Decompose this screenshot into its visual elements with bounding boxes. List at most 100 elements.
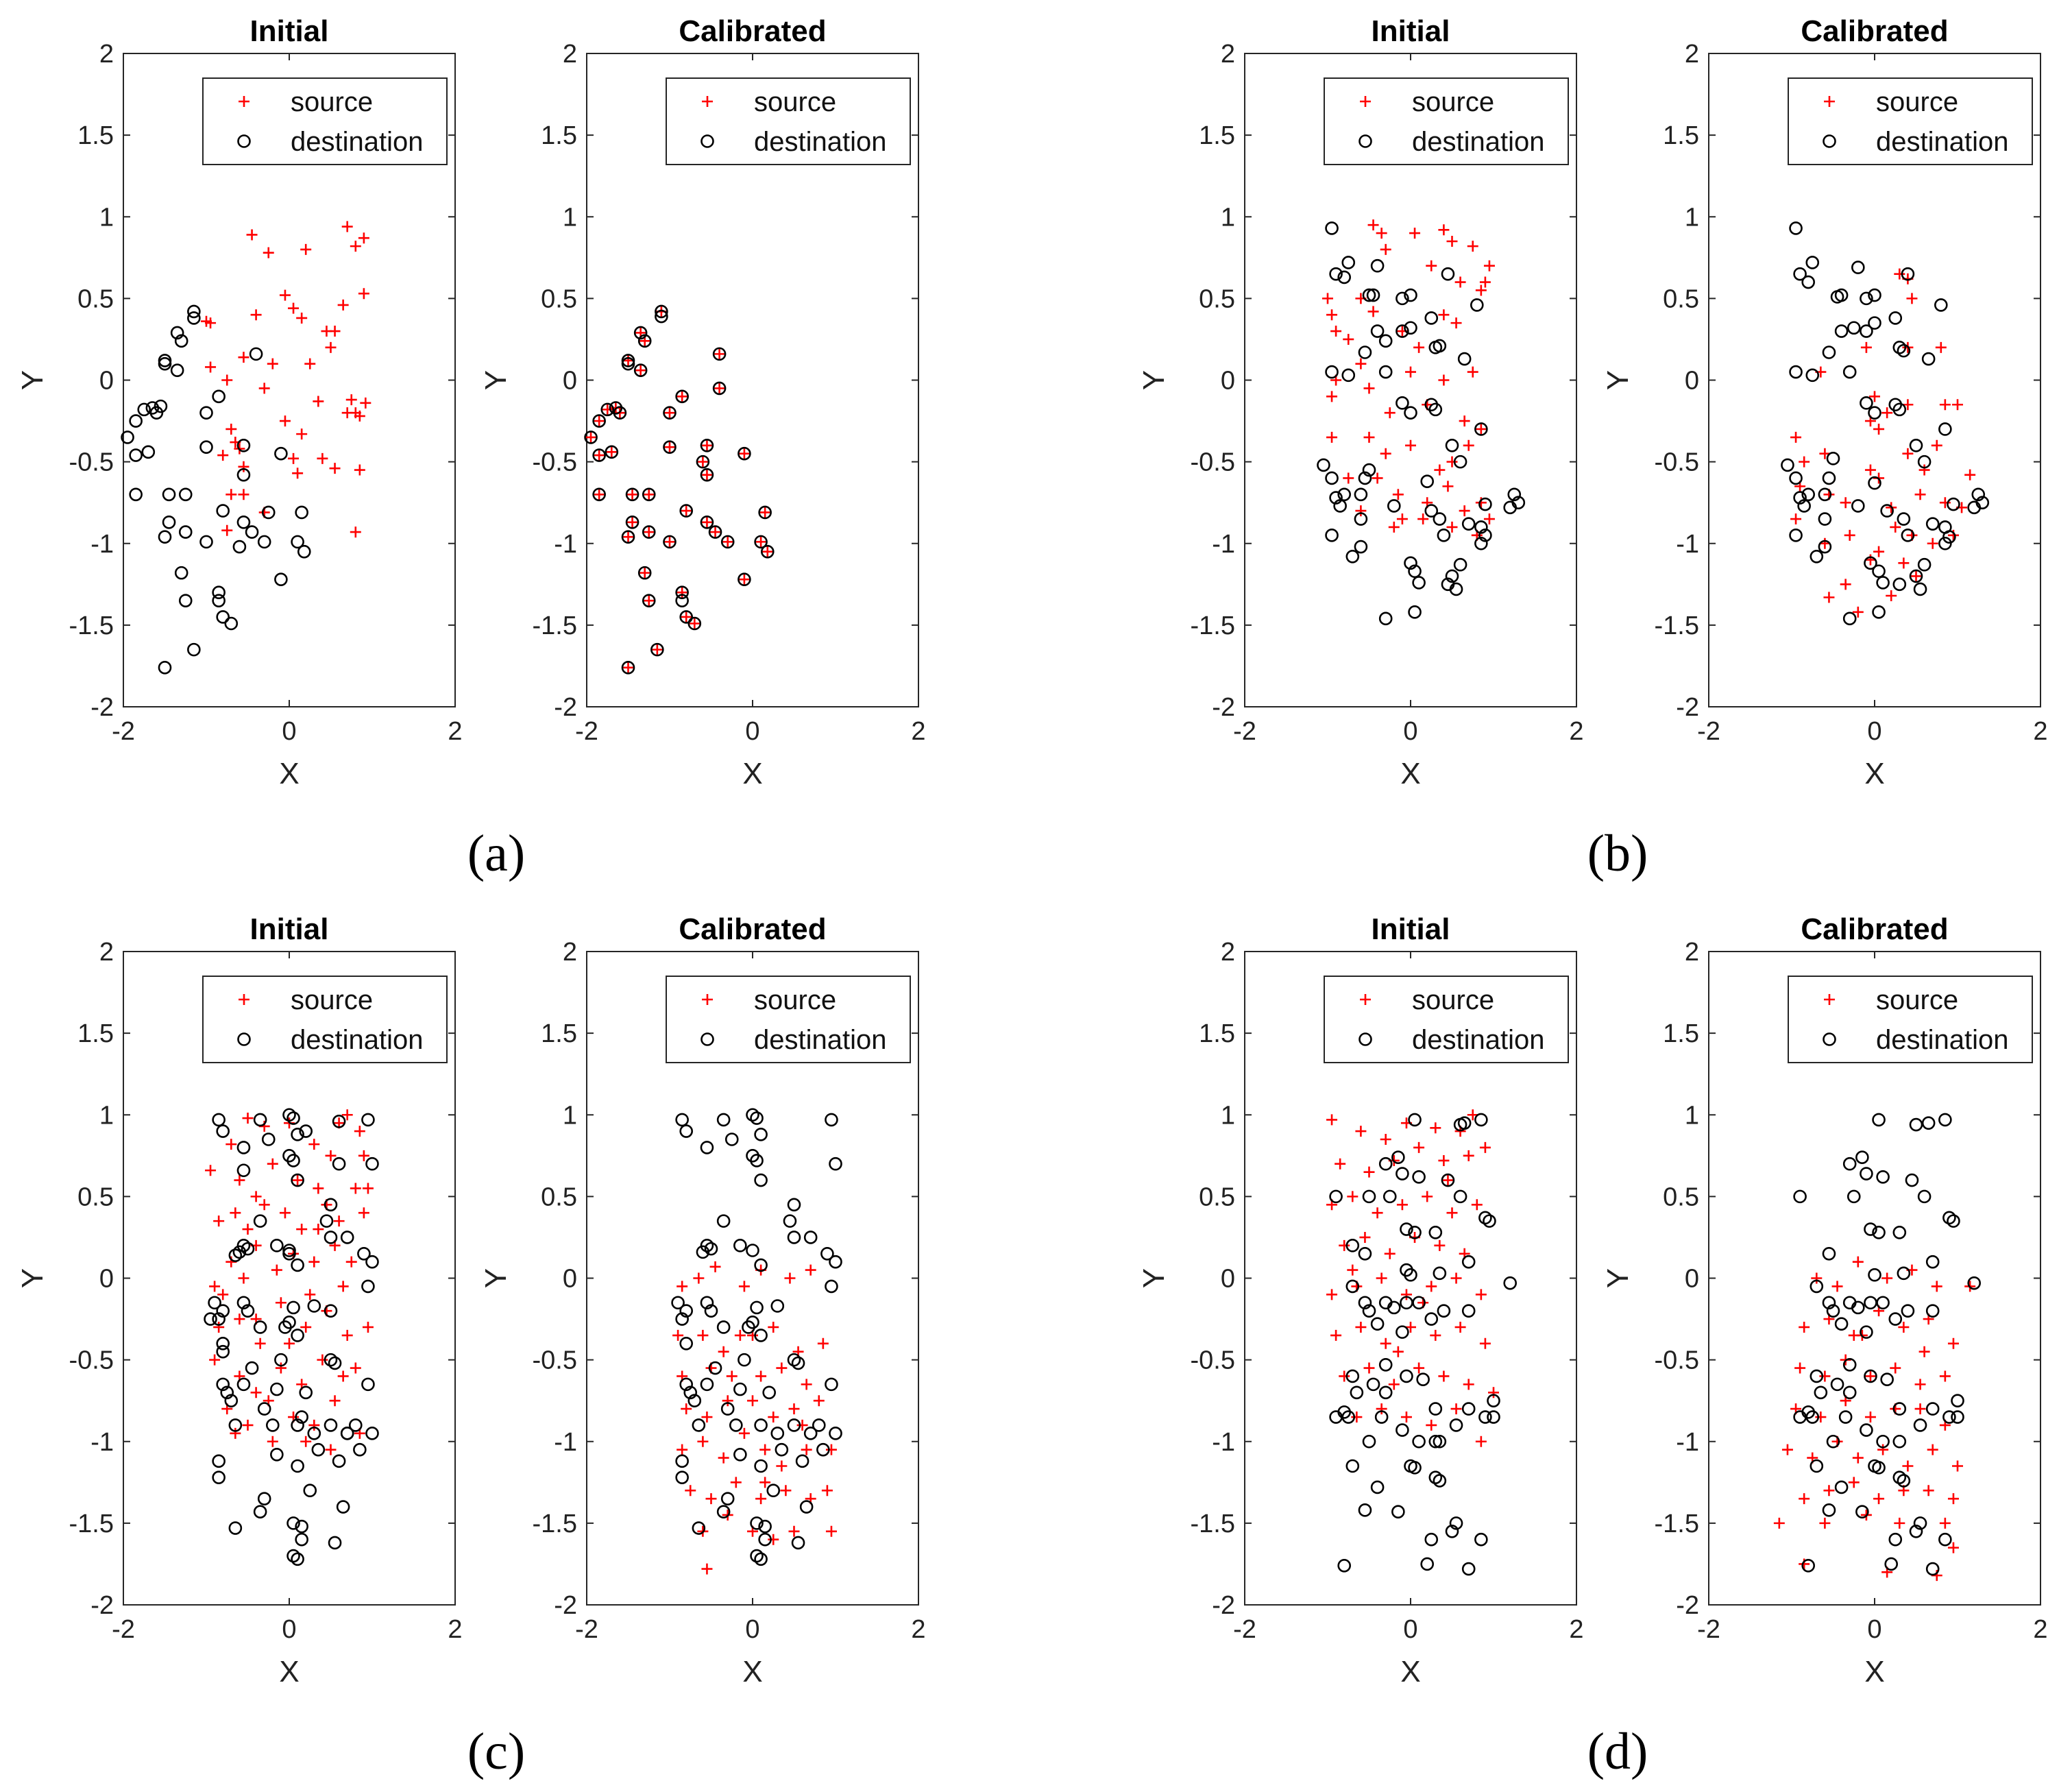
destination-point [733,1382,747,1396]
source-point [1860,341,1872,353]
destination-point [1876,1296,1890,1310]
destination-point [270,1239,284,1252]
source-point [705,1493,717,1505]
source-point [1384,407,1396,419]
source-point [1426,1281,1437,1292]
source-point [1864,554,1876,566]
source-point [275,1297,287,1309]
destination-point [162,487,176,502]
source-point [677,1444,688,1455]
destination-point [733,1448,747,1462]
source-point [275,1362,287,1374]
destination-point [758,505,772,520]
destination-point [655,309,668,324]
destination-point [311,1442,326,1457]
source-point [1488,1387,1499,1399]
source-point [594,450,605,461]
destination-point [1424,1532,1439,1547]
destination-point [1478,497,1492,511]
destination-point [1441,1173,1455,1187]
source-point [1446,1207,1458,1219]
x-axis-label: X [1864,757,1884,790]
destination-point [729,1418,743,1432]
source-point [213,1215,225,1227]
destination-point [1378,365,1393,379]
destination-point [1876,1434,1890,1449]
source-point [821,1485,833,1497]
x-axis-label: X [1400,757,1420,790]
destination-point [1378,334,1393,348]
source-point [1815,1412,1827,1423]
destination-point [750,1300,764,1315]
source-point [788,1525,800,1537]
destination-point [299,1385,313,1400]
source-point [738,1281,750,1292]
destination-point [791,1356,805,1370]
source-point [308,1419,320,1431]
source-point [329,1395,341,1407]
source-point [1450,317,1462,329]
destination-point [1428,1434,1443,1449]
destination-point [663,406,677,420]
destination-point [158,661,172,675]
source-point [1388,521,1400,533]
series-destination [121,304,311,675]
source-point [672,1329,684,1341]
destination-point [1892,1434,1907,1449]
source-point [350,1183,361,1194]
destination-point [1934,298,1948,312]
legend-label-destination: destination [1876,127,2008,157]
destination-point [295,1410,308,1424]
x-axis-label: X [1400,1655,1420,1688]
destination-point [746,1244,759,1257]
destination-point [1868,1268,1881,1282]
destination-point [1457,1116,1472,1130]
legend-marker-source [1360,994,1371,1005]
source-point [768,1321,779,1333]
destination-point [1428,1225,1443,1239]
destination-point [671,1296,685,1310]
destination-point [692,1521,706,1535]
source-point [693,1272,705,1284]
source-point [718,1346,729,1357]
source-point [1450,1272,1462,1284]
source-point [1446,456,1458,468]
destination-point [1872,1225,1886,1239]
destination-point [1374,1410,1389,1424]
destination-point [287,1300,300,1315]
x-axis-label: X [742,1655,762,1688]
legend-marker-source [702,96,713,107]
destination-point [1818,487,1832,502]
destination-point [324,1231,338,1244]
destination-point [1441,267,1455,281]
destination-point [245,1361,259,1375]
source-point [234,1174,245,1186]
destination-point [1396,1167,1409,1180]
y-tick-label: 0.5 [541,1183,577,1211]
source-point [1446,235,1458,247]
subplot-title: Initial [1372,14,1450,48]
destination-point [791,1536,805,1550]
source-point [1417,513,1429,525]
source-point [1483,260,1495,271]
source-point [701,516,713,528]
source-point [755,536,767,548]
destination-point [675,1113,689,1127]
legend-box [666,976,911,1063]
y-tick-label: 1.5 [77,121,114,150]
destination-point [1814,1385,1828,1400]
source-point [1852,606,1864,618]
destination-point [282,1108,296,1122]
destination-point [754,1418,768,1432]
destination-point [307,1299,321,1313]
destination-point [787,1198,801,1212]
destination-point [212,1113,226,1127]
series-source [201,221,371,538]
source-point [329,326,341,337]
destination-point [829,1427,842,1440]
legend-box [1324,77,1569,165]
y-tick-label: 2 [563,40,577,69]
destination-point [760,544,775,559]
source-point [1446,521,1458,533]
x-tick-label: 0 [282,1615,296,1644]
